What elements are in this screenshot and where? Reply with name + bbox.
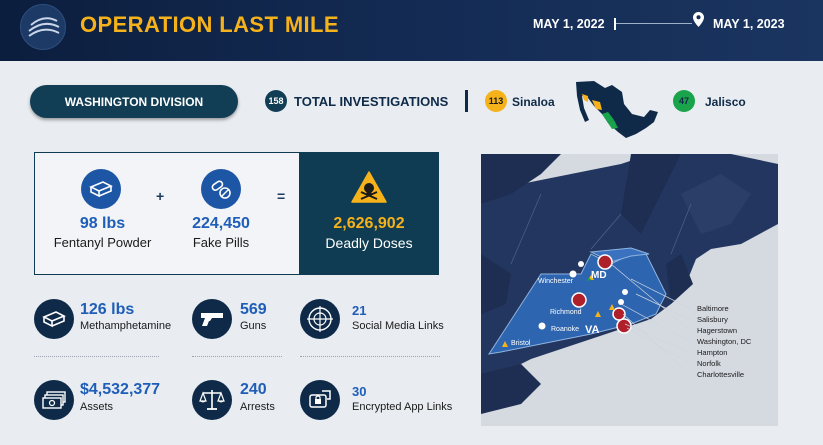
divider [465, 90, 468, 112]
apps-label: Encrypted App Links [352, 401, 453, 413]
city-label-bristol: Bristol [511, 340, 531, 347]
doses-value: 2,626,902 [333, 215, 405, 232]
plus-operator: + [156, 188, 165, 204]
city-label-winchester: Winchester [538, 278, 574, 285]
city-list: Baltimore Salisbury Hagerstown Washingto… [697, 303, 751, 380]
division-pill[interactable]: WASHINGTON DIVISION [30, 85, 238, 118]
social-value: 21 [352, 303, 367, 318]
jalisco-badge: 47 [673, 90, 695, 112]
total-investigations-label: TOTAL INVESTIGATIONS [294, 94, 449, 109]
jalisco-label: Jalisco [705, 95, 746, 109]
logo-icon [20, 4, 66, 50]
fentanyl-value: 98 lbs [79, 215, 126, 232]
pills-label: Fake Pills [192, 235, 250, 250]
guns-label: Guns [240, 320, 267, 332]
city-list-item: Salisbury [697, 315, 728, 324]
assets-label: Assets [80, 401, 114, 413]
meth-icon [34, 299, 74, 339]
city-list-item: Norfolk [697, 359, 721, 368]
equals-operator: = [277, 188, 286, 204]
apps-value: 30 [352, 384, 367, 399]
city-list-item: Charlottesville [697, 370, 745, 379]
pills-value: 224,450 [192, 215, 250, 232]
meth-value: 126 lbs [80, 301, 135, 318]
social-media-icon [300, 299, 340, 339]
city-label-richmond: Richmond [550, 309, 582, 316]
page-title: OPERATION LAST MILE [80, 12, 339, 37]
city-list-item: Washington, DC [697, 337, 752, 346]
city-list-item: Hagerstown [697, 326, 738, 335]
pills-icon [201, 169, 241, 209]
arrests-label: Arrests [240, 401, 275, 413]
location-pin-icon [693, 12, 704, 27]
powder-brick-icon [81, 169, 121, 209]
encrypted-app-icon [300, 380, 340, 420]
date-range-line [616, 23, 692, 24]
city-label-roanoke: Roanoke [551, 326, 580, 333]
division-map: MD VA Winchester Richmond Roanoke Bristo… [481, 154, 778, 426]
arrests-value: 240 [240, 381, 267, 398]
social-label: Social Media Links [352, 320, 444, 332]
scales-icon [192, 380, 232, 420]
divider [34, 356, 159, 357]
state-label-md: MD [591, 270, 607, 281]
doses-label: Deadly Doses [325, 235, 413, 251]
meth-label: Methamphetamine [80, 320, 172, 332]
divider [192, 356, 282, 357]
assets-value: $4,532,377 [80, 381, 161, 398]
total-investigations-badge: 158 [265, 90, 287, 112]
header-bar: OPERATION LAST MILE MAY 1, 2022 MAY 1, 2… [0, 0, 823, 61]
end-date: MAY 1, 2023 [713, 17, 785, 31]
gun-icon [192, 299, 232, 339]
mexico-map-icon [576, 81, 658, 138]
city-list-item: Hampton [697, 348, 728, 357]
skull-warning-icon [351, 171, 387, 203]
sinaloa-label: Sinaloa [512, 95, 555, 109]
fentanyl-label: Fentanyl Powder [53, 235, 152, 250]
guns-value: 569 [240, 301, 267, 318]
sinaloa-badge: 113 [485, 90, 507, 112]
state-label-va: VA [585, 324, 600, 336]
start-date: MAY 1, 2022 [533, 17, 605, 31]
cash-icon [34, 380, 74, 420]
divider [300, 356, 440, 357]
city-list-item: Baltimore [697, 304, 729, 313]
date-range-start-marker [614, 18, 616, 30]
